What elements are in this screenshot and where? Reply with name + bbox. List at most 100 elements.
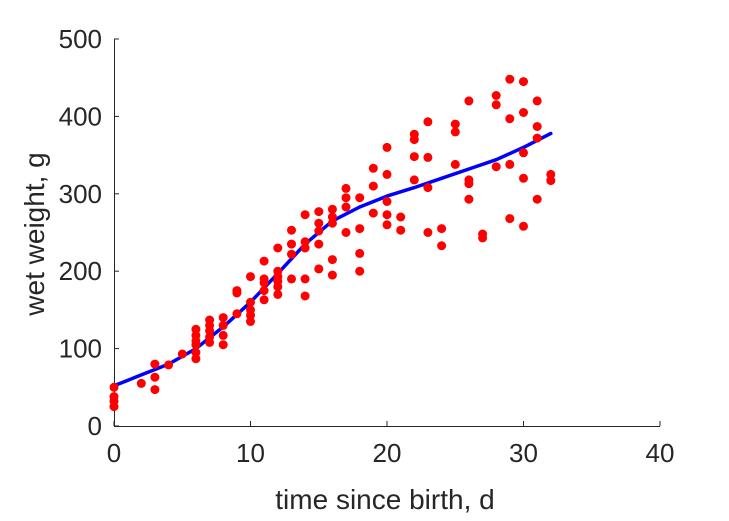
data-point: [259, 295, 269, 305]
y-tick-label: 200: [59, 256, 102, 286]
data-point: [300, 210, 310, 220]
x-tick-label: 20: [373, 438, 402, 468]
data-point: [246, 272, 255, 282]
data-point: [409, 129, 419, 139]
data-point: [396, 212, 406, 222]
data-point: [546, 169, 556, 179]
data-point: [396, 225, 406, 235]
data-point: [382, 169, 392, 179]
data-point: [437, 224, 447, 234]
data-point: [259, 274, 269, 284]
data-point: [259, 256, 269, 266]
x-tick-label: 10: [236, 438, 265, 468]
y-tick-label: 100: [59, 334, 102, 364]
data-point: [314, 226, 324, 236]
data-point: [191, 354, 201, 364]
data-point: [327, 270, 337, 280]
y-tick-label: 500: [59, 24, 102, 54]
data-point: [491, 100, 501, 110]
data-point: [150, 372, 160, 382]
data-point: [519, 173, 528, 183]
data-point: [464, 194, 474, 204]
y-axis-label: wet weight, g: [19, 152, 50, 316]
data-point: [450, 127, 460, 137]
data-point: [409, 152, 419, 162]
data-point: [532, 96, 542, 106]
data-point: [136, 378, 146, 388]
data-point: [150, 359, 160, 369]
data-point: [519, 148, 528, 158]
data-point: [355, 248, 365, 258]
data-layer: [109, 74, 556, 412]
data-point: [287, 239, 296, 249]
data-point: [505, 159, 515, 169]
data-point: [109, 382, 119, 392]
data-point: [218, 313, 228, 323]
data-point: [300, 291, 310, 301]
data-point: [519, 221, 528, 231]
data-point: [164, 360, 174, 370]
data-point: [314, 264, 324, 274]
data-point: [218, 330, 228, 340]
data-point: [519, 108, 528, 117]
data-point: [341, 193, 351, 203]
data-point: [505, 214, 515, 224]
data-point: [191, 348, 201, 357]
data-point: [505, 114, 515, 124]
data-point: [300, 274, 310, 284]
data-point: [450, 119, 460, 129]
data-point: [314, 239, 324, 249]
data-point: [409, 175, 419, 185]
data-point: [314, 218, 324, 228]
data-point: [519, 77, 528, 87]
data-point: [177, 349, 187, 359]
data-point: [382, 220, 392, 230]
y-tick-label: 0: [88, 411, 102, 441]
data-point: [423, 152, 433, 162]
data-point: [341, 183, 351, 193]
data-point: [368, 181, 378, 191]
data-point: [505, 74, 515, 84]
data-point: [287, 225, 296, 235]
data-point: [423, 183, 433, 193]
data-point: [232, 309, 242, 319]
data-point: [355, 266, 365, 276]
data-point: [205, 315, 215, 325]
data-point: [327, 204, 337, 214]
x-tick-label: 30: [509, 438, 538, 468]
data-point: [314, 207, 324, 217]
data-point: [355, 193, 365, 203]
data-point: [341, 202, 351, 212]
data-point: [450, 159, 460, 169]
data-point: [259, 286, 269, 296]
data-point: [287, 249, 296, 259]
x-tick-label: 0: [107, 438, 121, 468]
data-point: [300, 237, 310, 247]
data-point: [423, 228, 433, 237]
data-point: [341, 228, 351, 237]
data-point: [232, 286, 242, 296]
data-point: [464, 175, 474, 185]
y-tick-label: 300: [59, 179, 102, 209]
data-point: [382, 142, 392, 152]
data-point: [382, 197, 392, 206]
data-point: [246, 297, 255, 307]
data-point: [218, 320, 228, 330]
data-point: [478, 229, 488, 239]
x-axis-label: time since birth, d: [275, 484, 494, 515]
data-point: [205, 332, 215, 342]
data-point: [464, 96, 474, 106]
data-point: [109, 392, 119, 402]
data-point: [546, 176, 556, 186]
data-point: [273, 243, 283, 253]
data-point: [300, 243, 310, 253]
data-point: [327, 218, 337, 228]
data-point: [368, 163, 378, 173]
data-point: [246, 317, 255, 326]
data-point: [532, 122, 542, 131]
x-tick-label: 40: [646, 438, 675, 468]
y-tick-label: 400: [59, 101, 102, 131]
